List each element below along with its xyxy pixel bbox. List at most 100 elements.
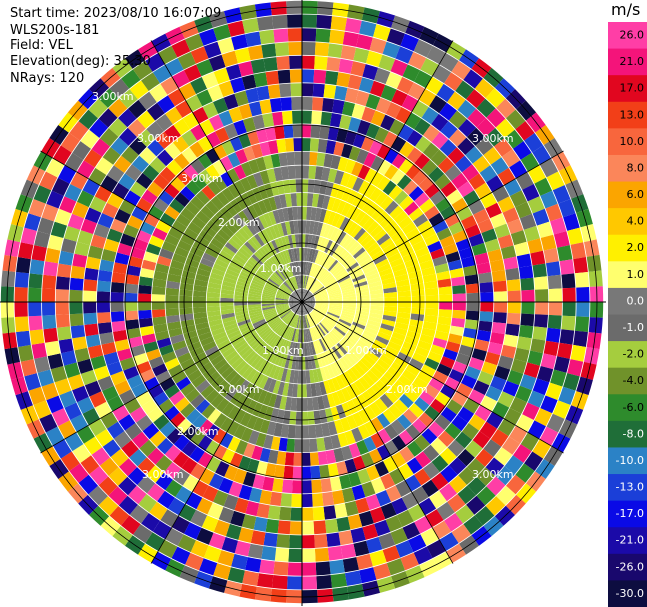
gate-cell [200, 336, 215, 347]
gate-cell [483, 147, 502, 165]
gate-cell [304, 275, 308, 289]
gate-cell [258, 267, 270, 278]
gate-cell [302, 55, 315, 69]
gate-cell [229, 333, 243, 343]
gate-cell [152, 520, 172, 540]
gate-cell [183, 264, 198, 274]
gate-cell [207, 408, 222, 424]
gate-cell [153, 391, 169, 407]
gate-cell [69, 121, 89, 141]
colorbar-tick-label: -2.0 [623, 348, 644, 361]
gate-cell [248, 306, 262, 311]
gate-cell [276, 180, 285, 195]
gate-cell [337, 274, 351, 284]
gate-cell [340, 282, 354, 290]
gate-cell [102, 202, 119, 219]
gate-cell [149, 157, 167, 174]
gate-cell [247, 238, 259, 251]
gate-cell [468, 173, 486, 190]
gate-cell [177, 534, 196, 553]
gate-cell [351, 397, 364, 412]
gate-cell [275, 304, 289, 308]
gate-cell [304, 356, 310, 370]
gate-cell [172, 451, 189, 468]
gate-cell [305, 315, 311, 328]
gate-cell [313, 179, 322, 194]
gate-cell [217, 362, 231, 375]
colorbar-tick-label: -8.0 [623, 427, 644, 440]
gate-cell [56, 314, 70, 328]
gate-cell [259, 559, 275, 575]
gate-cell [393, 210, 409, 225]
gate-cell [325, 70, 339, 86]
gate-cell [312, 97, 324, 111]
gate-cell [108, 98, 128, 118]
gate-cell [14, 287, 28, 302]
gate-cell [293, 342, 298, 356]
gate-cell [449, 267, 464, 279]
gate-cell [382, 314, 397, 322]
gate-cell [230, 510, 246, 527]
gate-cell [298, 289, 302, 302]
gate-cell [328, 289, 341, 295]
gate-cell [331, 329, 343, 341]
gate-cell [254, 373, 265, 387]
gate-cell [206, 131, 221, 148]
gate-cell [369, 285, 383, 292]
gate-cell [289, 179, 297, 193]
gate-cell [479, 421, 497, 439]
gate-cell [535, 289, 549, 302]
gate-cell [394, 322, 409, 331]
gate-cell [329, 363, 339, 377]
gate-cell [164, 384, 180, 399]
gate-cell [356, 34, 373, 51]
gate-cell [302, 480, 312, 494]
gate-cell [248, 293, 262, 298]
gate-cell [246, 368, 258, 382]
gate-cell [379, 375, 394, 389]
gate-cell [257, 573, 274, 588]
gate-cell [448, 369, 465, 383]
gate-cell [447, 259, 463, 271]
gate-cell [302, 302, 312, 312]
gate-cell [497, 196, 515, 213]
gate-cell [336, 72, 351, 88]
gate-cell [361, 199, 375, 214]
gate-cell [314, 42, 330, 57]
gate-cell [327, 126, 339, 141]
gate-cell [293, 220, 299, 234]
gate-cell [97, 312, 111, 324]
gate-cell [370, 302, 384, 307]
gate-cell [314, 56, 328, 70]
gate-cell [383, 310, 397, 317]
gate-cell [250, 314, 264, 322]
gate-cell [96, 302, 111, 313]
gate-cell [289, 297, 302, 302]
gate-cell [384, 389, 399, 404]
gate-cell [197, 435, 213, 451]
gate-cell [444, 376, 461, 391]
gate-cell [490, 157, 509, 175]
gate-cell [284, 355, 291, 369]
gate-cell [226, 168, 240, 184]
gate-cell [480, 192, 497, 209]
gate-cell [252, 187, 263, 202]
gate-cell [319, 409, 328, 424]
gate-cell [176, 213, 191, 228]
gate-cell [546, 171, 565, 191]
gate-cell [139, 221, 156, 235]
gate-cell [118, 89, 138, 109]
gate-cell [456, 383, 473, 398]
gate-cell [292, 466, 302, 480]
gate-cell [478, 320, 493, 332]
colorbar-tick-label: -1.0 [623, 321, 644, 334]
gate-cell [399, 393, 414, 409]
gate-cell [196, 326, 211, 336]
gate-cell [330, 155, 341, 170]
gate-cell [281, 236, 288, 250]
gate-cell [518, 325, 534, 339]
gate-cell [263, 289, 276, 295]
gate-cell [302, 466, 312, 480]
gate-cell [527, 238, 543, 254]
gate-cell [458, 119, 477, 137]
